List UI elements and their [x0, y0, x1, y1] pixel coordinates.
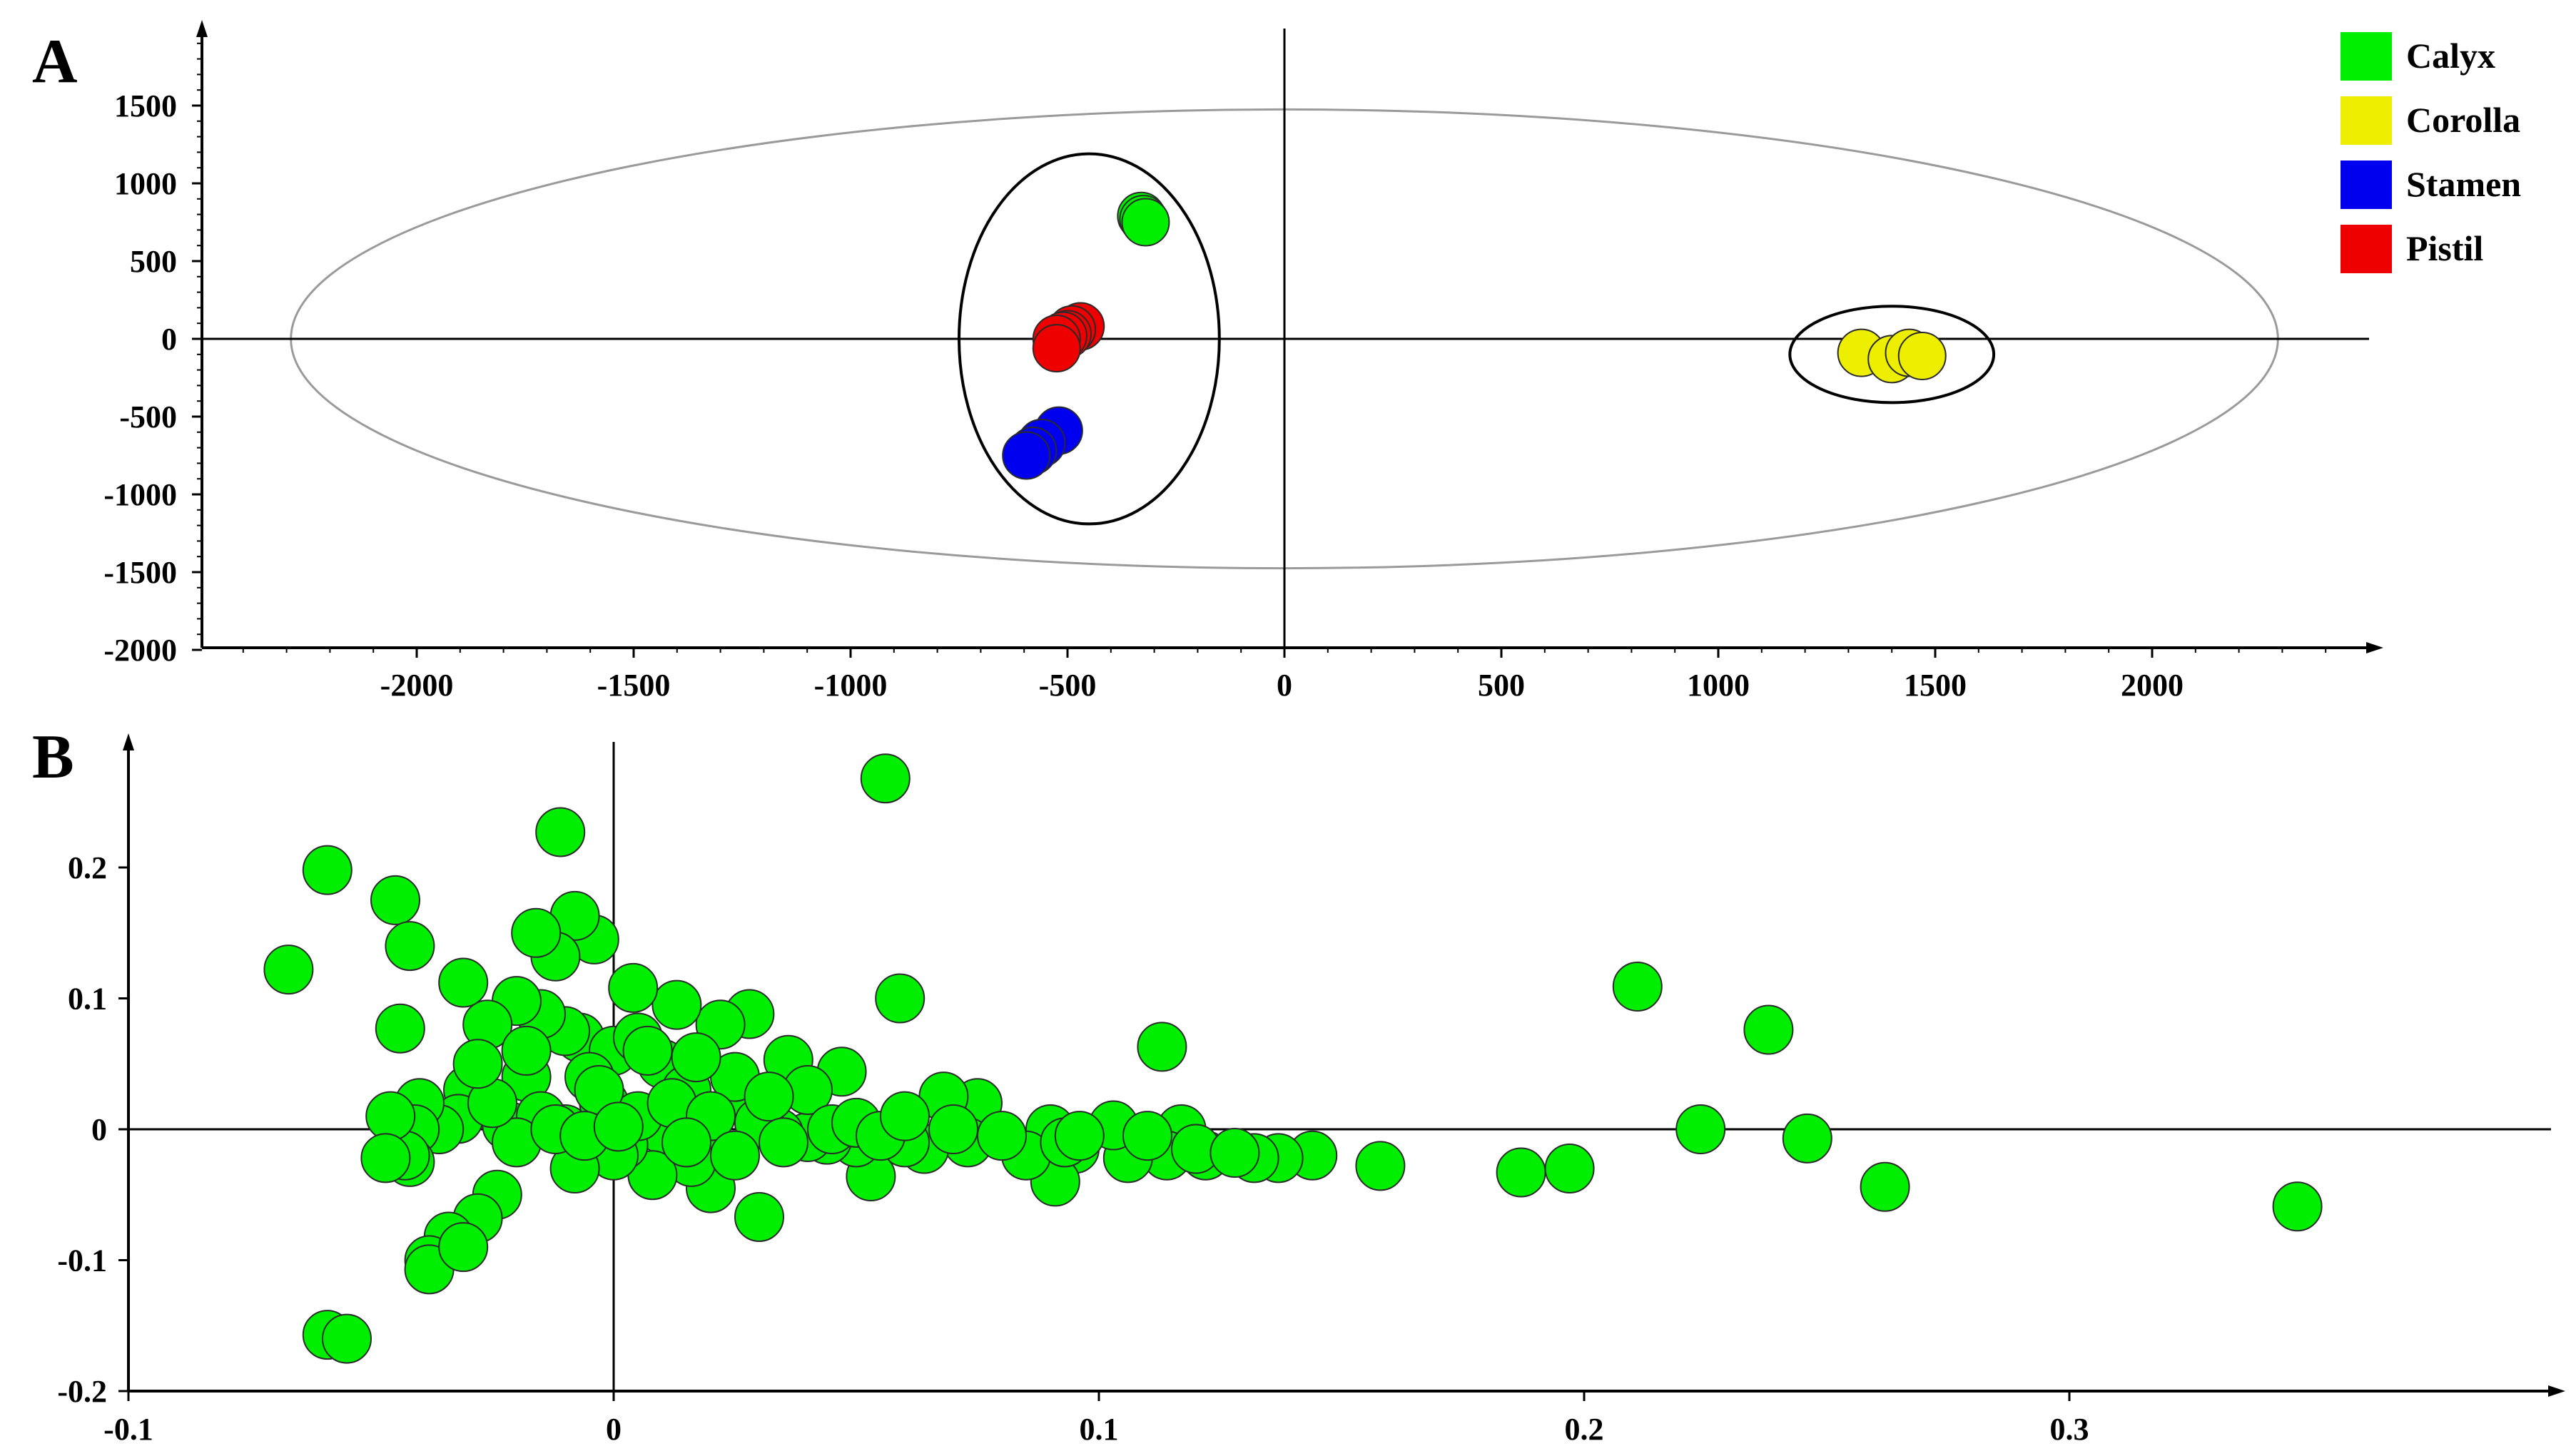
loading-point	[734, 1191, 784, 1242]
x-tick-label: -2000	[380, 668, 454, 703]
legend-swatch-corolla	[2341, 96, 2392, 145]
x-tick-label: -1000	[814, 668, 888, 703]
x-tick-label: 500	[1478, 668, 1525, 703]
loading-point	[535, 807, 586, 857]
loading-point	[744, 1071, 794, 1122]
loading-point	[302, 845, 353, 895]
loading-point	[1860, 1161, 1910, 1212]
legend-swatch-stamen	[2341, 161, 2392, 209]
legend-label-pistil: Pistil	[2406, 228, 2483, 268]
y-tick-label: 0.1	[68, 982, 107, 1017]
loading-point	[511, 907, 562, 958]
loading-point	[375, 1003, 425, 1054]
x-tick-label: 0.2	[1565, 1412, 1604, 1447]
point-calyx	[1121, 198, 1170, 247]
loading-point	[661, 1117, 711, 1168]
loading-point	[977, 1111, 1027, 1161]
loading-point	[452, 1039, 503, 1089]
loading-point	[1137, 1022, 1187, 1072]
x-tick-label: 0.3	[2050, 1412, 2089, 1447]
panel-a-letter: A	[32, 27, 78, 96]
loading-point	[365, 1091, 416, 1141]
loading-point	[593, 1101, 644, 1152]
group-ellipse	[1788, 305, 1996, 404]
y-axis-arrow	[196, 20, 208, 37]
x-tick-label: -0.1	[103, 1412, 153, 1447]
x-tick-label: 0.1	[1080, 1412, 1119, 1447]
loading-point	[928, 1104, 978, 1154]
panel-b-pca-loadings-plot: B-0.1 0 0.1 0.2 0.30.20.10-0.1-0.2	[32, 723, 2565, 1447]
loading-point	[1054, 1111, 1105, 1161]
loading-point	[438, 957, 489, 1008]
x-tick-label: 1000	[1687, 668, 1750, 703]
loading-point	[1612, 961, 1663, 1012]
loading-point	[860, 753, 911, 804]
x-tick-label: 0	[1277, 668, 1292, 703]
y-axis-arrow	[123, 733, 134, 750]
y-tick-label: 0.2	[68, 850, 107, 885]
loading-point	[322, 1313, 372, 1364]
loading-point	[880, 1091, 930, 1141]
x-tick-label: 1500	[1904, 668, 1967, 703]
loading-point	[385, 921, 435, 972]
loading-point	[1355, 1141, 1406, 1191]
y-tick-label: 0	[91, 1112, 107, 1147]
loading-point	[875, 973, 926, 1024]
loading-point	[438, 1222, 489, 1273]
legend-swatch-pistil	[2341, 225, 2392, 273]
legend-swatch-calyx	[2341, 32, 2392, 81]
loading-point	[622, 1025, 673, 1076]
loading-point	[1496, 1147, 1546, 1198]
y-tick-label: 0	[161, 322, 177, 357]
loading-point	[608, 962, 659, 1013]
legend-label-calyx: Calyx	[2406, 36, 2495, 76]
loading-point	[1743, 1004, 1794, 1055]
loading-point	[651, 979, 702, 1030]
loading-point	[263, 945, 314, 995]
legend-label-corolla: Corolla	[2406, 100, 2520, 140]
y-tick-label: -0.2	[57, 1374, 107, 1409]
loading-point	[759, 1117, 808, 1168]
x-axis-arrow	[2366, 642, 2383, 653]
x-tick-label: 2000	[2121, 668, 2184, 703]
point-pistil	[1032, 324, 1081, 373]
y-tick-label: -0.1	[57, 1243, 107, 1278]
y-tick-label: -1500	[103, 555, 177, 590]
loading-point	[501, 1025, 552, 1076]
loading-point	[370, 875, 420, 925]
y-tick-label: -2000	[103, 633, 177, 668]
loading-point	[1210, 1128, 1260, 1178]
loading-point	[1544, 1144, 1595, 1194]
y-tick-label: -1000	[103, 477, 177, 512]
y-tick-label: -500	[119, 399, 177, 434]
panel-a-pca-scores-plot: A -2000 -1500 -1000 -500 0 500 1000 1500 2000 1500…	[32, 20, 2383, 703]
loading-point	[671, 1032, 721, 1083]
y-tick-label: 1500	[114, 88, 177, 123]
point-corolla	[1897, 331, 1947, 380]
legend: Calyx Corolla Stamen Pistil	[2341, 32, 2521, 273]
loading-point	[1782, 1113, 1832, 1164]
x-tick-label: -1500	[597, 668, 671, 703]
loading-point	[710, 1130, 760, 1181]
x-tick-label: -500	[1039, 668, 1097, 703]
loading-point	[1675, 1104, 1726, 1154]
loading-point	[1122, 1111, 1172, 1161]
legend-label-stamen: Stamen	[2406, 164, 2521, 204]
loading-point	[360, 1133, 411, 1183]
y-tick-label: 1000	[114, 166, 177, 201]
panel-b-letter: B	[32, 723, 74, 792]
y-tick-label: 500	[130, 244, 177, 279]
point-stamen	[1002, 431, 1051, 480]
x-axis-arrow	[2548, 1385, 2565, 1397]
loading-point	[2272, 1181, 2323, 1232]
x-tick-label: 0	[606, 1412, 622, 1447]
